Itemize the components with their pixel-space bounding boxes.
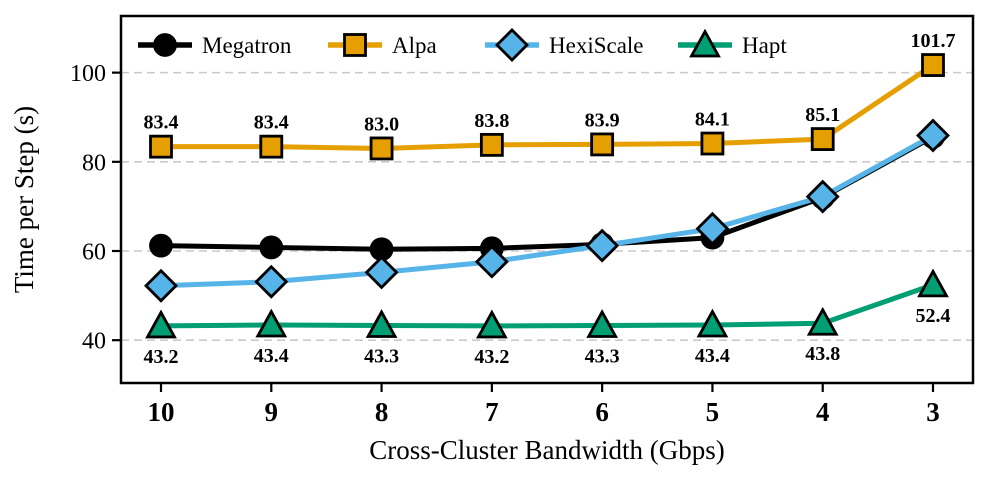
- legend-label-alpa: Alpa: [392, 33, 437, 58]
- data-label-alpa: 83.4: [254, 112, 289, 134]
- data-point-hexiscale: [474, 244, 509, 279]
- data-point-alpa: [149, 134, 173, 159]
- data-point-hexiscale: [585, 228, 620, 263]
- data-label-hapt: 52.4: [916, 305, 951, 327]
- data-point-hapt: [475, 309, 508, 339]
- legend-triangle-icon: [689, 28, 721, 58]
- x-tick-label: 10: [148, 397, 175, 427]
- y-tick-label: 60: [82, 240, 106, 266]
- plot-frame: [119, 14, 975, 385]
- series-line-hexiscale: [158, 133, 936, 289]
- data-point-megatron: [259, 235, 284, 260]
- data-point-alpa: [590, 132, 615, 157]
- data-label-alpa: 84.1: [695, 109, 730, 131]
- data-label-hapt: 43.3: [585, 345, 620, 367]
- data-label-hapt: 43.8: [805, 343, 840, 365]
- data-point-hexiscale: [695, 211, 730, 246]
- plot-area: 40 60 80 100 10 9 8 7 6 5 4 3 83.4 83.4 83.0 83.8 83.9 84…: [70, 14, 975, 427]
- data-label-alpa: 83.8: [474, 110, 509, 132]
- data-point-alpa: [810, 127, 835, 151]
- legend-circle-icon: [153, 33, 177, 57]
- data-label-alpa: 101.7: [911, 30, 956, 52]
- data-label-hapt: 43.4: [695, 345, 730, 367]
- data-point-hapt: [696, 308, 729, 338]
- data-point-hapt: [917, 268, 949, 298]
- data-point-hapt: [255, 308, 288, 338]
- data-label-hapt: 43.2: [144, 346, 179, 368]
- data-point-hexiscale: [144, 268, 178, 303]
- data-label-hapt: 43.2: [474, 346, 509, 368]
- data-point-hapt: [586, 309, 619, 338]
- data-point-hapt: [145, 309, 177, 339]
- data-point-alpa: [921, 53, 945, 77]
- data-point-hapt: [365, 309, 398, 338]
- data-point-hexiscale: [916, 118, 950, 153]
- legend-label-hapt: Hapt: [742, 33, 787, 58]
- data-point-hexiscale: [364, 255, 399, 290]
- x-tick-label: 6: [595, 397, 609, 427]
- data-point-alpa: [369, 136, 394, 161]
- legend-label-megatron: Megatron: [202, 33, 292, 58]
- data-label-hapt: 43.4: [254, 345, 289, 367]
- data-label-hapt: 43.3: [364, 345, 399, 367]
- series-line-hapt: [158, 282, 936, 329]
- x-tick-label: 4: [816, 397, 830, 427]
- x-tick-label: 9: [265, 397, 279, 427]
- series-line-alpa: [158, 62, 936, 151]
- data-label-alpa: 85.1: [805, 104, 840, 126]
- y-axis-label: Time per Step (s): [9, 106, 39, 293]
- legend-diamond-icon: [495, 28, 529, 62]
- x-tick-label: 3: [926, 397, 940, 427]
- y-tick-label: 100: [70, 61, 106, 87]
- x-tick-label: 7: [485, 397, 499, 427]
- x-axis-label: Cross-Cluster Bandwidth (Gbps): [369, 435, 724, 465]
- legend-square-icon: [343, 33, 367, 57]
- data-point-alpa: [700, 131, 725, 156]
- data-label-alpa: 83.4: [144, 112, 179, 134]
- data-label-alpa: 83.9: [585, 109, 620, 131]
- x-tick-label: 8: [375, 397, 389, 427]
- x-tick-label: 5: [706, 397, 720, 427]
- data-point-hexiscale: [254, 264, 289, 299]
- y-tick-label: 80: [82, 150, 106, 176]
- data-point-hapt: [806, 306, 839, 336]
- data-point-alpa: [259, 134, 284, 159]
- data-point-hexiscale: [805, 179, 840, 214]
- y-tick-label: 40: [82, 329, 106, 355]
- data-point-alpa: [479, 132, 504, 157]
- data-label-alpa: 83.0: [364, 113, 399, 135]
- data-point-megatron: [149, 233, 173, 258]
- legend-label-hexiscale: HexiScale: [549, 33, 644, 58]
